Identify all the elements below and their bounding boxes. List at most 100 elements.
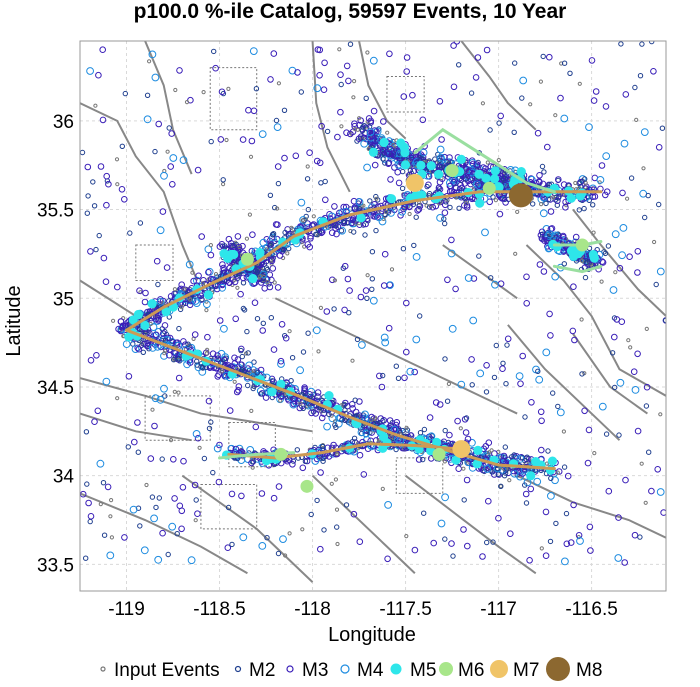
event-marker xyxy=(169,154,178,162)
event-marker xyxy=(634,117,639,123)
event-marker xyxy=(91,418,98,426)
event-marker xyxy=(656,488,665,496)
event-marker xyxy=(249,231,256,238)
event-marker xyxy=(442,220,448,227)
event-marker xyxy=(377,415,385,422)
event-marker xyxy=(223,355,229,361)
event-marker xyxy=(320,86,328,93)
event-marker xyxy=(416,202,422,209)
event-marker xyxy=(204,351,209,356)
event-marker xyxy=(342,407,348,413)
event-marker xyxy=(91,203,98,209)
event-marker xyxy=(231,278,239,286)
event-marker xyxy=(160,330,167,337)
event-marker xyxy=(333,230,340,238)
event-marker xyxy=(547,456,558,466)
event-marker xyxy=(115,182,120,187)
fault-line xyxy=(507,324,621,441)
event-marker xyxy=(331,306,337,312)
event-marker xyxy=(239,136,247,143)
event-marker xyxy=(528,399,535,406)
event-marker xyxy=(653,281,659,288)
event-marker xyxy=(631,531,639,539)
chart-title: p100.0 %-ile Catalog, 59597 Events, 10 Y… xyxy=(134,0,567,23)
event-marker xyxy=(476,182,483,189)
event-marker xyxy=(311,214,316,219)
event-marker xyxy=(474,169,484,179)
y-tick-label: 33.5 xyxy=(37,555,74,576)
event-marker xyxy=(544,232,553,240)
fault-line xyxy=(358,41,407,140)
event-marker xyxy=(199,296,205,303)
event-marker xyxy=(338,226,347,235)
event-marker xyxy=(485,439,493,447)
event-marker xyxy=(539,163,546,170)
event-marker xyxy=(369,56,378,65)
event-marker xyxy=(337,108,344,116)
event-marker xyxy=(538,417,545,425)
event-marker xyxy=(495,514,502,522)
event-marker xyxy=(259,327,267,334)
event-marker xyxy=(267,387,277,397)
event-marker xyxy=(411,368,419,376)
event-marker xyxy=(570,283,577,291)
event-marker xyxy=(539,202,544,207)
event-marker xyxy=(523,500,530,506)
event-marker xyxy=(581,407,588,415)
event-marker xyxy=(441,493,450,502)
event-marker xyxy=(644,326,649,331)
event-marker xyxy=(343,502,350,508)
event-marker xyxy=(140,349,147,355)
event-marker xyxy=(339,417,345,423)
event-marker xyxy=(365,50,370,55)
event-marker xyxy=(616,378,625,387)
event-marker xyxy=(373,415,378,420)
event-marker xyxy=(596,176,605,184)
event-marker xyxy=(628,345,633,350)
event-marker xyxy=(87,513,95,520)
event-marker xyxy=(270,494,278,502)
event-marker xyxy=(297,198,306,207)
event-marker xyxy=(108,514,113,519)
event-marker xyxy=(461,466,466,471)
event-marker xyxy=(228,490,236,498)
event-marker xyxy=(338,81,344,88)
event-marker xyxy=(235,387,242,394)
event-marker xyxy=(367,429,373,436)
event-marker xyxy=(136,287,143,295)
event-marker xyxy=(84,481,90,487)
event-marker xyxy=(409,91,416,99)
event-marker xyxy=(191,331,199,338)
event-marker xyxy=(347,41,354,47)
event-marker xyxy=(447,204,453,211)
event-marker xyxy=(324,391,334,401)
event-marker xyxy=(501,473,508,479)
event-marker xyxy=(493,198,498,203)
event-marker xyxy=(481,228,489,237)
event-marker xyxy=(424,183,430,190)
event-marker xyxy=(94,407,102,415)
event-marker xyxy=(318,180,324,186)
event-marker xyxy=(567,539,575,546)
event-marker xyxy=(96,459,105,468)
event-marker xyxy=(318,122,325,130)
event-marker xyxy=(101,532,108,538)
major-event-marker xyxy=(432,447,446,461)
event-marker xyxy=(231,354,238,362)
event-marker xyxy=(350,510,358,518)
event-marker xyxy=(171,357,177,363)
legend-marker xyxy=(390,663,402,675)
event-marker xyxy=(273,117,280,124)
event-marker xyxy=(316,159,324,167)
event-marker xyxy=(193,497,199,503)
event-marker xyxy=(303,457,311,465)
event-marker xyxy=(308,393,314,399)
event-marker xyxy=(266,283,274,291)
event-marker xyxy=(273,123,282,131)
event-marker xyxy=(357,293,365,301)
event-marker xyxy=(169,181,176,188)
event-marker xyxy=(274,221,281,228)
event-marker xyxy=(334,133,341,141)
event-marker xyxy=(622,91,630,98)
